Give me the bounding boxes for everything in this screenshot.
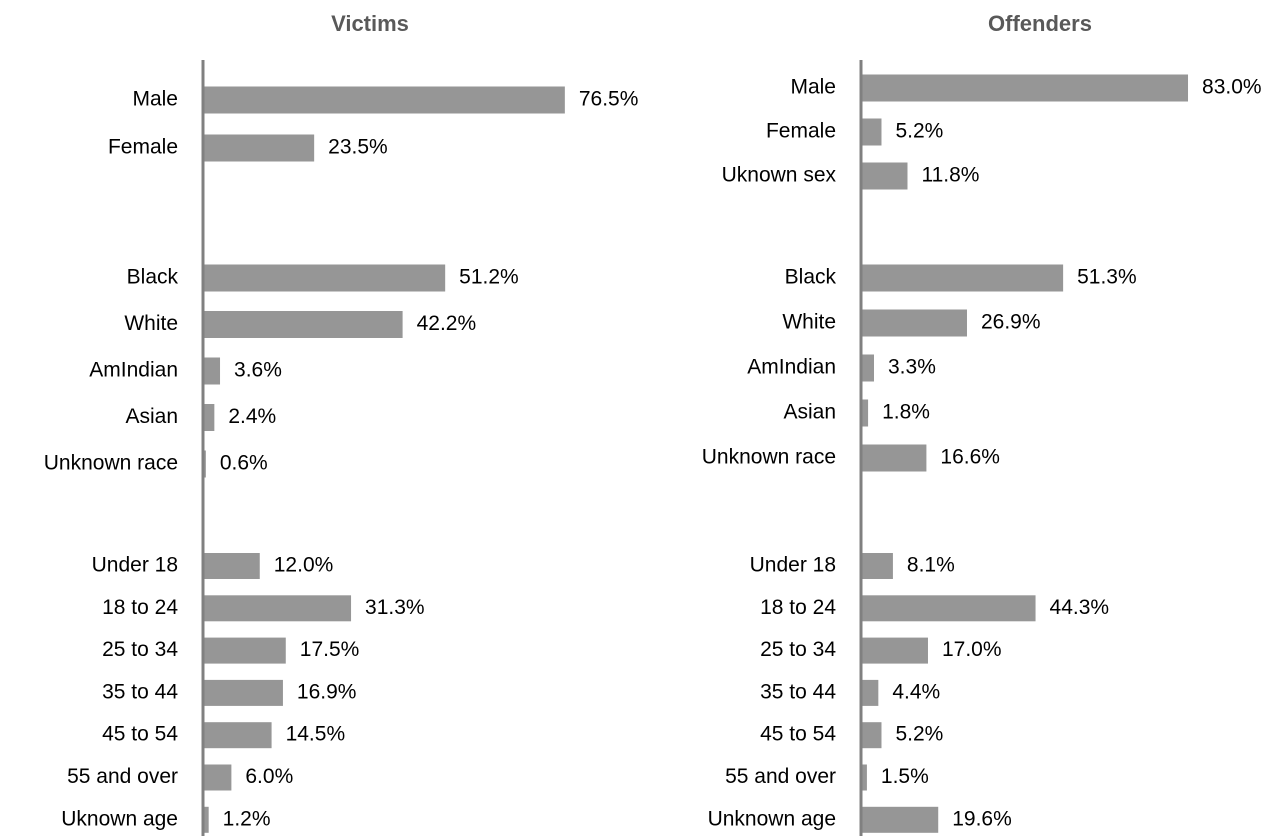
value-label: 6.0% (245, 765, 293, 788)
value-label: 12.0% (274, 554, 334, 577)
category-label: Male (132, 88, 178, 111)
bar (203, 595, 352, 622)
bar (861, 722, 882, 749)
category-label: Under 18 (92, 554, 178, 577)
value-label: 5.2% (895, 723, 943, 746)
bar (203, 806, 209, 833)
value-label: 3.6% (234, 359, 282, 382)
category-label: 18 to 24 (102, 596, 178, 619)
bar (861, 309, 967, 337)
value-label: 14.5% (286, 723, 346, 746)
category-label: Asian (783, 401, 836, 424)
panel-title: Offenders (988, 11, 1092, 36)
value-label: 1.2% (223, 807, 271, 830)
category-label: 25 to 34 (102, 638, 178, 661)
category-label: 55 and over (67, 765, 178, 788)
value-label: 3.3% (888, 356, 936, 379)
category-label: White (124, 312, 178, 335)
category-label: Under 18 (750, 554, 836, 577)
value-label: 5.2% (895, 120, 943, 143)
value-label: 76.5% (579, 88, 639, 111)
category-label: 55 and over (725, 765, 836, 788)
bar (861, 553, 893, 579)
bar (861, 354, 875, 382)
value-label: 16.6% (940, 446, 1000, 469)
bar (861, 74, 1189, 102)
value-label: 17.5% (300, 638, 360, 661)
bar (861, 264, 1064, 292)
category-label: Unknown age (708, 807, 836, 830)
value-label: 11.8% (921, 164, 979, 187)
bar (203, 86, 565, 114)
bar (203, 679, 283, 706)
value-label: 51.3% (1077, 266, 1137, 289)
category-label: 35 to 44 (760, 680, 836, 703)
category-label: 25 to 34 (760, 638, 836, 661)
category-label: 45 to 54 (102, 723, 178, 746)
category-label: Asian (125, 405, 178, 428)
bar (861, 162, 908, 190)
bar (861, 637, 928, 664)
bar (203, 764, 232, 791)
bar (861, 118, 882, 146)
bar (861, 806, 939, 833)
value-label: 8.1% (907, 554, 955, 577)
category-label: 35 to 44 (102, 680, 178, 703)
category-label: 45 to 54 (760, 723, 836, 746)
value-label: 1.5% (881, 765, 929, 788)
category-label: Uknown sex (722, 164, 837, 187)
value-label: 26.9% (981, 311, 1041, 334)
category-label: Male (790, 76, 836, 99)
bar (203, 637, 286, 664)
category-label: Unknown race (702, 446, 836, 469)
bar (203, 357, 221, 385)
bar (861, 399, 869, 427)
bar (861, 764, 867, 791)
category-label: White (782, 311, 836, 334)
category-label: 18 to 24 (760, 596, 836, 619)
value-label: 16.9% (297, 680, 357, 703)
value-label: 44.3% (1050, 596, 1110, 619)
value-label: 17.0% (942, 638, 1002, 661)
value-label: 2.4% (228, 405, 276, 428)
value-label: 19.6% (952, 807, 1012, 830)
bar (203, 134, 315, 162)
bar (861, 679, 879, 706)
category-label: Uknown age (61, 807, 178, 830)
category-label: Black (127, 266, 179, 289)
bar (203, 264, 446, 292)
bar (203, 404, 215, 431)
category-label: Black (785, 266, 837, 289)
bar (203, 553, 260, 579)
bar (861, 595, 1036, 622)
category-label: AmIndian (89, 359, 178, 382)
value-label: 23.5% (328, 136, 388, 159)
value-label: 42.2% (417, 312, 477, 335)
bar (203, 722, 272, 749)
bar (203, 311, 403, 338)
value-label: 83.0% (1202, 76, 1262, 99)
category-label: AmIndian (747, 356, 836, 379)
bar (861, 444, 927, 472)
value-label: 4.4% (892, 680, 940, 703)
value-label: 31.3% (365, 596, 425, 619)
category-label: Unknown race (44, 452, 178, 475)
panel-title: Victims (331, 11, 409, 36)
value-label: 1.8% (882, 401, 930, 424)
value-label: 51.2% (459, 266, 519, 289)
category-label: Female (108, 136, 178, 159)
category-label: Female (766, 120, 836, 143)
value-label: 0.6% (220, 452, 268, 475)
